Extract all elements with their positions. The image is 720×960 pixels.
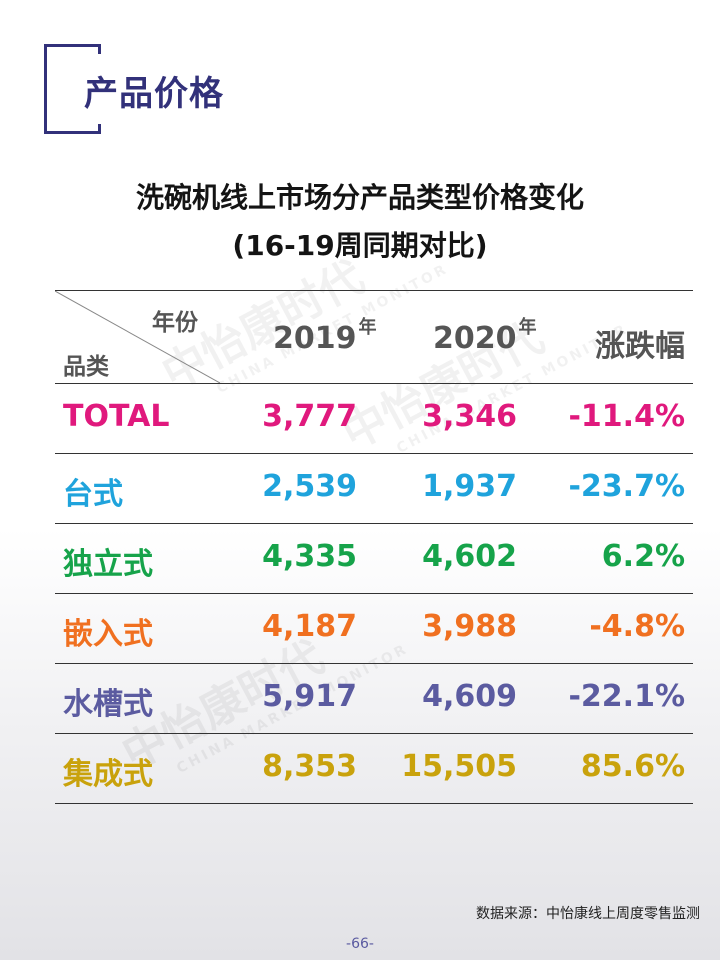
row-change: -23.7%: [568, 469, 685, 504]
table-row: TOTAL 3,777 3,346 -11.4%: [55, 384, 693, 453]
header-diagonal-line: [55, 291, 220, 383]
row-divider: [55, 453, 693, 454]
title-bracket: [44, 44, 100, 134]
row-value-2019: 2,539: [262, 469, 357, 504]
header-2019: 2019 年: [273, 317, 377, 356]
title-bracket-bottom: [98, 124, 101, 134]
row-value-2020: 15,505: [401, 749, 517, 784]
chart-title: 洗碗机线上市场分产品类型价格变化: [135, 181, 584, 214]
row-change: 85.6%: [580, 749, 685, 784]
row-category: 水槽式: [63, 687, 153, 722]
row-change: -11.4%: [568, 399, 685, 434]
row-change: -4.8%: [589, 609, 685, 644]
page-title: 产品价格: [84, 66, 230, 115]
chart-subtitle: (16-19周同期对比): [232, 229, 488, 262]
row-category: 集成式: [63, 757, 153, 792]
price-table: 年份 品类 2019 年 2020 年 涨跌幅 TOTAL 3,777 3,346 -11…: [55, 290, 693, 804]
row-category: 独立式: [63, 547, 153, 582]
row-value-2020: 1,937: [422, 469, 517, 504]
table-row: 独立式 4,335 4,602 6.2%: [55, 524, 693, 593]
row-value-2020: 3,988: [422, 609, 517, 644]
row-value-2019: 5,917: [262, 679, 357, 714]
table-header: 年份 品类 2019 年 2020 年 涨跌幅: [55, 291, 693, 383]
row-change: 6.2%: [601, 539, 685, 574]
header-2020: 2020 年: [433, 317, 537, 356]
table-row: 水槽式 5,917 4,609 -22.1%: [55, 664, 693, 733]
table-row: 台式 2,539 1,937 -23.7%: [55, 454, 693, 523]
row-category: TOTAL: [63, 399, 170, 434]
title-bracket-top: [98, 44, 101, 54]
row-change: -22.1%: [568, 679, 685, 714]
page-number: -66-: [346, 936, 374, 952]
row-category: 嵌入式: [63, 617, 153, 652]
header-change: 涨跌幅: [595, 329, 685, 364]
row-value-2020: 4,609: [422, 679, 517, 714]
row-divider: [55, 523, 693, 524]
row-divider: [55, 803, 693, 804]
row-value-2019: 4,335: [262, 539, 357, 574]
row-divider: [55, 593, 693, 594]
row-divider: [55, 733, 693, 734]
row-value-2020: 3,346: [422, 399, 517, 434]
row-value-2019: 3,777: [262, 399, 357, 434]
header-category-label: 品类: [63, 354, 109, 380]
row-divider: [55, 663, 693, 664]
table-row: 集成式 8,353 15,505 85.6%: [55, 734, 693, 803]
row-value-2019: 4,187: [262, 609, 357, 644]
row-category: 台式: [63, 477, 123, 512]
header-year-label: 年份: [152, 310, 198, 336]
table-header-border: [55, 383, 693, 384]
table-top-border: [55, 290, 693, 291]
data-source: 数据来源：中怡康线上周度零售监测: [476, 906, 700, 922]
row-value-2019: 8,353: [262, 749, 357, 784]
row-value-2020: 4,602: [422, 539, 517, 574]
table-row: 嵌入式 4,187 3,988 -4.8%: [55, 594, 693, 663]
